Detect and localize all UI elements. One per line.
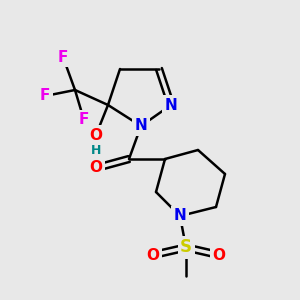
Text: O: O xyxy=(212,248,226,262)
Text: N: N xyxy=(174,208,186,224)
Text: H: H xyxy=(91,143,101,157)
Text: O: O xyxy=(146,248,160,262)
Text: F: F xyxy=(79,112,89,128)
Text: F: F xyxy=(58,50,68,64)
Text: O: O xyxy=(89,128,103,142)
Text: N: N xyxy=(165,98,177,112)
Text: N: N xyxy=(135,118,147,134)
Text: F: F xyxy=(40,88,50,104)
Text: S: S xyxy=(180,238,192,256)
Text: O: O xyxy=(89,160,103,175)
